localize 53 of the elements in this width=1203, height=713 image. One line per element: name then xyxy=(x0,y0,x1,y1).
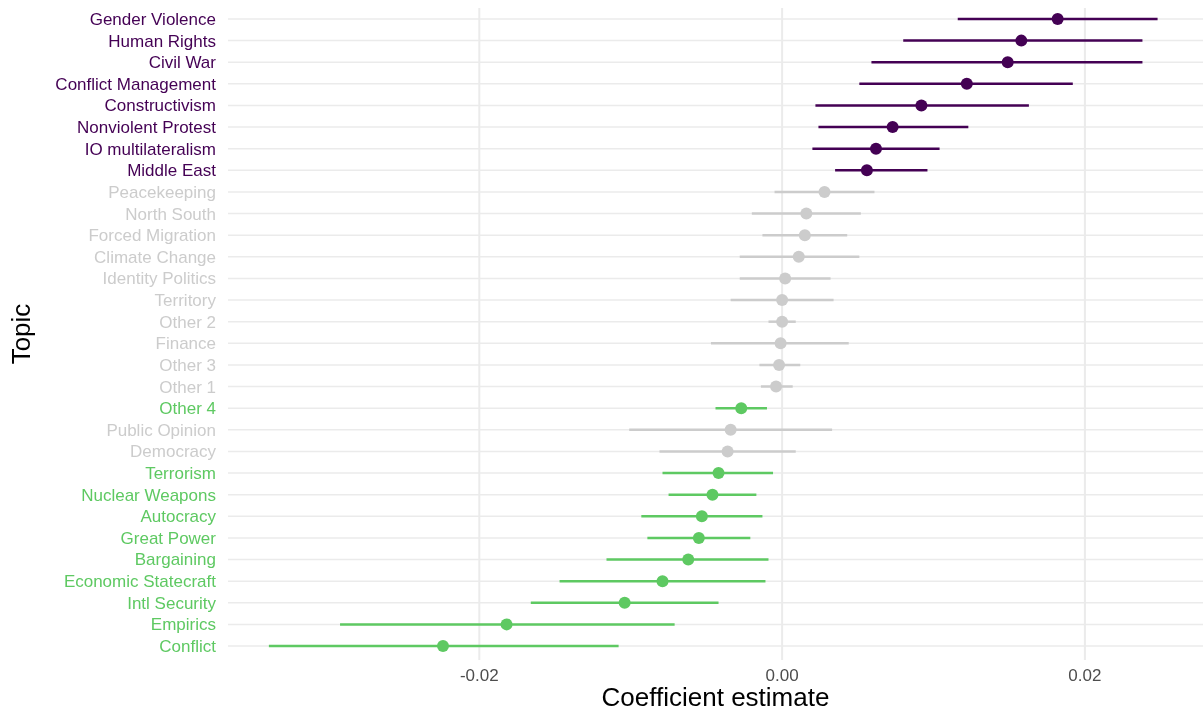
point xyxy=(792,250,805,263)
point xyxy=(773,358,786,371)
point xyxy=(656,575,669,588)
point xyxy=(869,142,882,155)
point xyxy=(706,488,719,501)
point xyxy=(915,99,928,112)
y-tick-label: Nuclear Weapons xyxy=(81,485,216,505)
point xyxy=(960,77,973,90)
y-tick-label: Great Power xyxy=(120,528,217,548)
point xyxy=(436,640,449,652)
point xyxy=(735,402,748,415)
point xyxy=(1015,34,1028,47)
y-tick-label: Intl Security xyxy=(127,593,217,613)
y-tick-label: Other 4 xyxy=(159,399,216,419)
y-tick-label: Economic Statecraft xyxy=(63,572,217,592)
point xyxy=(779,272,792,285)
y-tick-label: Nonviolent Protest xyxy=(77,118,217,138)
y-tick-label: IO multilateralism xyxy=(84,139,216,159)
point xyxy=(712,467,725,480)
y-tick-label: Gender Violence xyxy=(89,9,216,29)
point xyxy=(695,510,708,523)
x-tick-label: 0.02 xyxy=(1068,665,1102,685)
x-tick-label: 0.00 xyxy=(765,665,799,685)
y-tick-label: Constructivism xyxy=(104,96,216,116)
point xyxy=(692,531,705,544)
y-tick-label: Terrorism xyxy=(145,463,216,483)
x-tick-label: -0.02 xyxy=(459,665,499,685)
y-tick-label: Human Rights xyxy=(108,31,216,51)
point xyxy=(860,164,873,177)
y-tick-label: Empirics xyxy=(150,615,216,635)
point xyxy=(724,423,737,436)
y-tick-label: Bargaining xyxy=(134,550,216,570)
y-axis-title: Topic xyxy=(6,303,36,365)
point xyxy=(774,337,787,350)
point xyxy=(500,618,513,631)
point xyxy=(682,553,695,566)
x-axis-title: Coefficient estimate xyxy=(601,682,830,712)
point xyxy=(1051,13,1064,25)
point xyxy=(818,185,831,198)
point xyxy=(776,315,789,328)
y-tick-label: Autocracy xyxy=(140,507,217,527)
y-tick-label: Civil War xyxy=(148,53,217,73)
y-tick-label: Middle East xyxy=(127,161,217,181)
y-tick-label: Conflict Management xyxy=(55,74,217,94)
point xyxy=(886,121,899,134)
point xyxy=(1001,56,1014,69)
point xyxy=(770,380,783,393)
point xyxy=(798,229,811,242)
point xyxy=(721,445,734,458)
point xyxy=(776,294,789,307)
point xyxy=(618,596,631,609)
y-tick-label: Conflict xyxy=(159,636,217,656)
point xyxy=(800,207,813,220)
